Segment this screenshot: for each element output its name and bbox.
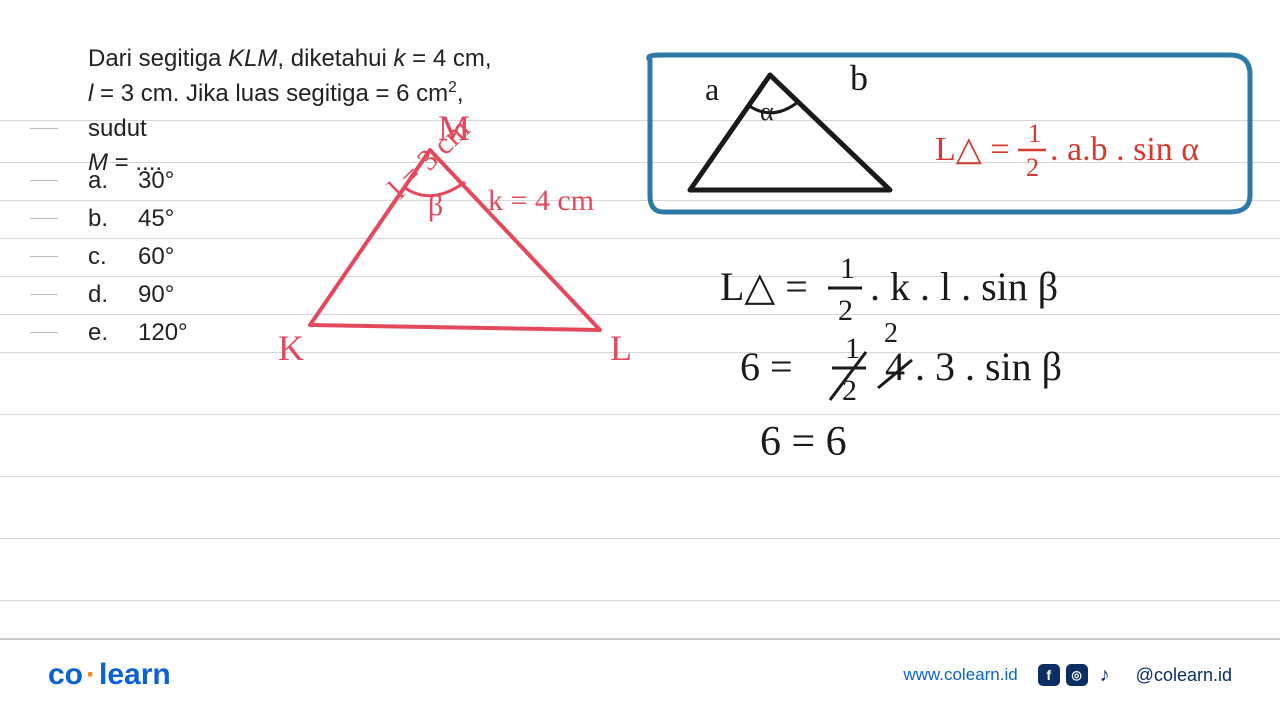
q-part: = 3 cm. Jika luas segitiga = 6 cm bbox=[93, 80, 448, 107]
footer: co·learn www.colearn.id f ◎ ♪ @colearn.i… bbox=[48, 658, 1232, 692]
question-text: Dari segitiga KLM, diketahui k = 4 cm, l… bbox=[88, 42, 508, 181]
facebook-icon: f bbox=[1038, 664, 1060, 686]
q-sq: 2 bbox=[448, 79, 457, 96]
option-a: a.30° bbox=[88, 162, 188, 200]
q-part: Dari segitiga bbox=[88, 45, 228, 72]
colearn-logo: co·learn bbox=[48, 658, 171, 692]
q-part: , diketahui bbox=[277, 45, 393, 72]
tiktok-icon: ♪ bbox=[1094, 664, 1116, 686]
option-c: c.60° bbox=[88, 238, 188, 276]
q-klm: KLM bbox=[228, 45, 277, 72]
option-d: d.90° bbox=[88, 276, 188, 314]
option-b: b.45° bbox=[88, 200, 188, 238]
instagram-icon: ◎ bbox=[1066, 664, 1088, 686]
option-e: e.120° bbox=[88, 314, 188, 352]
footer-right: www.colearn.id f ◎ ♪ @colearn.id bbox=[903, 664, 1232, 686]
q-part: = 4 cm, bbox=[406, 45, 492, 72]
footer-divider bbox=[0, 638, 1280, 640]
footer-url: www.colearn.id bbox=[903, 665, 1017, 685]
answer-options: a.30° b.45° c.60° d.90° e.120° bbox=[88, 162, 188, 352]
logo-dot: · bbox=[83, 658, 99, 691]
social-handle: @colearn.id bbox=[1136, 665, 1232, 686]
q-k: k bbox=[394, 45, 406, 72]
social-icons: f ◎ ♪ bbox=[1038, 664, 1116, 686]
